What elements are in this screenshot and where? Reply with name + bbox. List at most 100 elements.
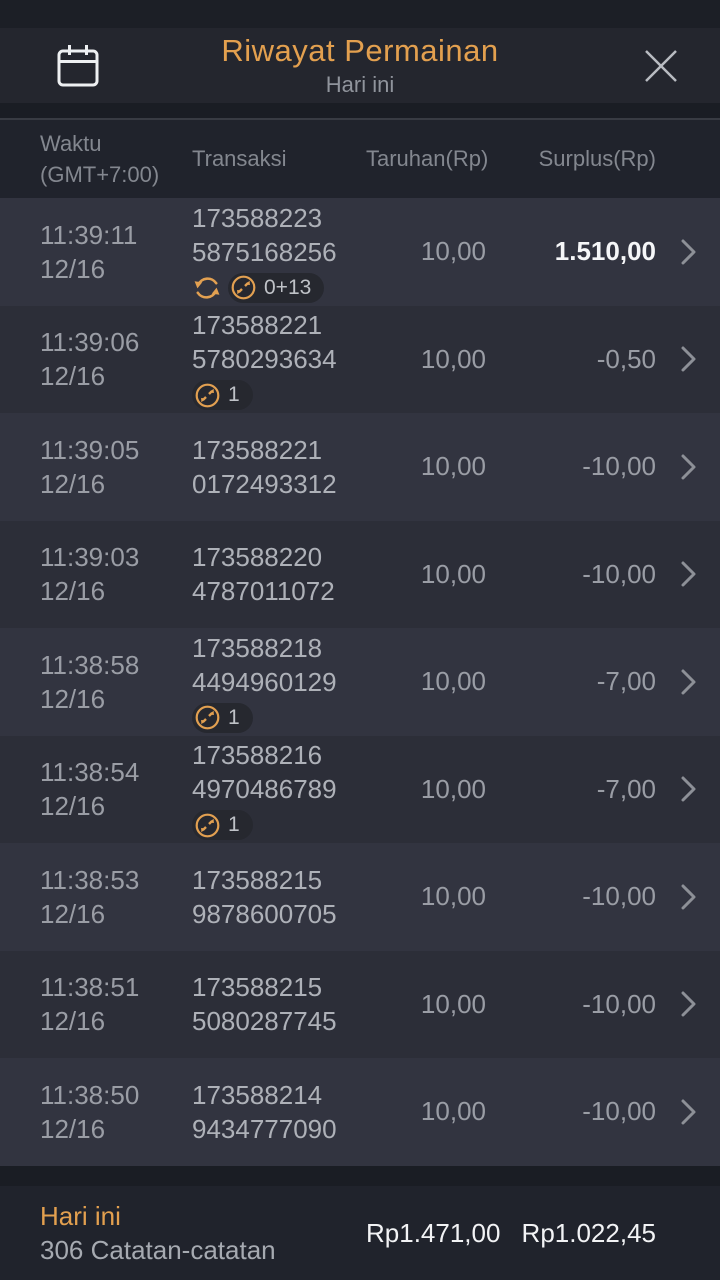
table-row[interactable]: 11:38:54 12/16 173588216 4970486789 [0,735,720,843]
table-row[interactable]: 11:39:03 12/16 173588220 4787011072 [0,520,720,628]
rounds-badge: 1 [192,702,253,733]
transaction-id-line2: 0172493312 [192,468,337,499]
row-date: 12/16 [40,1006,106,1037]
surplus-amount: -10,00 [582,988,656,1019]
table-row[interactable]: 11:38:58 12/16 173588218 4494960129 [0,628,720,736]
column-header-surplus: Surplus(Rp) [538,146,656,171]
bet-amount: 10,00 [420,343,486,374]
rounds-count: 0+13 [264,275,312,299]
surplus-amount: 1.510,00 [554,236,656,267]
transaction-id-line2: 5780293634 [192,344,337,375]
row-date: 12/16 [40,361,106,392]
transaction-id-line2: 4787011072 [192,576,335,607]
page-subtitle: Hari ini [325,72,395,97]
divider [0,103,720,118]
row-date: 12/16 [40,576,106,607]
surplus-amount: -0,50 [596,343,656,374]
calendar-button[interactable] [52,40,104,92]
table-header: Waktu (GMT+7:00) Transaksi Taruhan(Rp) S… [0,118,720,198]
row-badges: 1 [192,810,366,841]
footer-bet-total: Rp1.471,00 [366,1217,501,1248]
close-icon [635,49,687,95]
transaction-id-line1: 173588214 [192,1079,323,1110]
surplus-amount: -7,00 [596,666,656,697]
table-row[interactable]: 11:38:53 12/16 173588215 9878600705 [0,843,720,951]
transaction-id-line1: 173588221 [192,310,323,341]
column-header-time: Waktu (GMT+7:00) [40,131,160,187]
bet-amount: 10,00 [420,1096,486,1127]
bet-amount: 10,00 [420,558,486,589]
transaction-id-line1: 173588220 [192,542,323,573]
row-date: 12/16 [40,253,106,284]
row-time: 11:38:53 [40,864,140,895]
transaction-id-line2: 5080287745 [192,1006,337,1037]
rounds-icon [194,704,221,731]
chevron-right-icon [656,774,700,804]
rounds-badge: 1 [192,380,253,411]
chevron-right-icon [656,344,700,374]
row-time: 11:39:11 [40,219,138,250]
close-button[interactable] [635,40,687,92]
summary-footer: Hari ini 306 Catatan-catatan Rp1.471,00 … [0,1186,720,1280]
row-badges: 0+13 [192,272,366,303]
rounds-badge: 1 [192,810,253,841]
transaction-id-line1: 173588218 [192,632,323,663]
chevron-right-icon [656,452,700,482]
row-badges: 1 [192,702,366,733]
table-row[interactable]: 11:38:50 12/16 173588214 9434777090 [0,1058,720,1166]
row-time: 11:38:58 [40,649,140,680]
transaction-id-line1: 173588215 [192,972,323,1003]
surplus-amount: -10,00 [582,451,656,482]
bet-amount: 10,00 [420,773,486,804]
row-badges: 1 [192,380,366,411]
rounds-count: 1 [228,383,240,407]
table-row[interactable]: 11:39:05 12/16 173588221 0172493312 [0,413,720,521]
chevron-right-icon [656,559,700,589]
row-time: 11:39:05 [40,434,140,465]
rounds-icon [194,382,221,409]
chevron-right-icon [656,237,700,267]
transaction-id-line1: 173588223 [192,202,323,233]
rounds-icon [230,274,257,301]
footer-surplus-total: Rp1.022,45 [521,1217,656,1248]
chevron-right-icon [656,989,700,1019]
row-time: 11:39:06 [40,327,140,358]
history-list: 11:39:11 12/16 173588223 5875168256 [0,198,720,1166]
chevron-right-icon [656,667,700,697]
rounds-count: 1 [228,813,240,837]
row-date: 12/16 [40,791,106,822]
table-row[interactable]: 11:38:51 12/16 173588215 5080287745 [0,950,720,1058]
surplus-amount: -7,00 [596,773,656,804]
row-time: 11:39:03 [40,542,140,573]
column-header-bet: Taruhan(Rp) [366,146,489,171]
app-header: Riwayat Permainan Hari ini [0,28,720,103]
row-time: 11:38:50 [40,1079,140,1110]
row-time: 11:38:54 [40,757,140,788]
surplus-amount: -10,00 [582,881,656,912]
transaction-id-line1: 173588221 [192,434,323,465]
table-row[interactable]: 11:39:11 12/16 173588223 5875168256 [0,198,720,306]
chevron-right-icon [656,882,700,912]
rounds-icon [194,812,221,839]
row-time: 11:38:51 [40,972,140,1003]
bet-amount: 10,00 [420,236,486,267]
calendar-icon [52,44,104,95]
page-title: Riwayat Permainan [221,33,499,68]
transaction-id-line2: 4970486789 [192,774,337,805]
table-row[interactable]: 11:39:06 12/16 173588221 5780293634 [0,305,720,413]
refresh-icon [192,273,222,303]
row-date: 12/16 [40,1113,106,1144]
rounds-badge: 0+13 [228,272,325,303]
rounds-count: 1 [228,705,240,729]
chevron-right-icon [656,1097,700,1127]
bet-amount: 10,00 [420,666,486,697]
row-date: 12/16 [40,468,106,499]
transaction-id-line2: 9434777090 [192,1113,337,1144]
bet-amount: 10,00 [420,988,486,1019]
row-date: 12/16 [40,898,106,929]
transaction-id-line1: 173588215 [192,864,323,895]
transaction-id-line2: 5875168256 [192,236,337,267]
transaction-id-line2: 4494960129 [192,666,337,697]
transaction-id-line1: 173588216 [192,740,323,771]
